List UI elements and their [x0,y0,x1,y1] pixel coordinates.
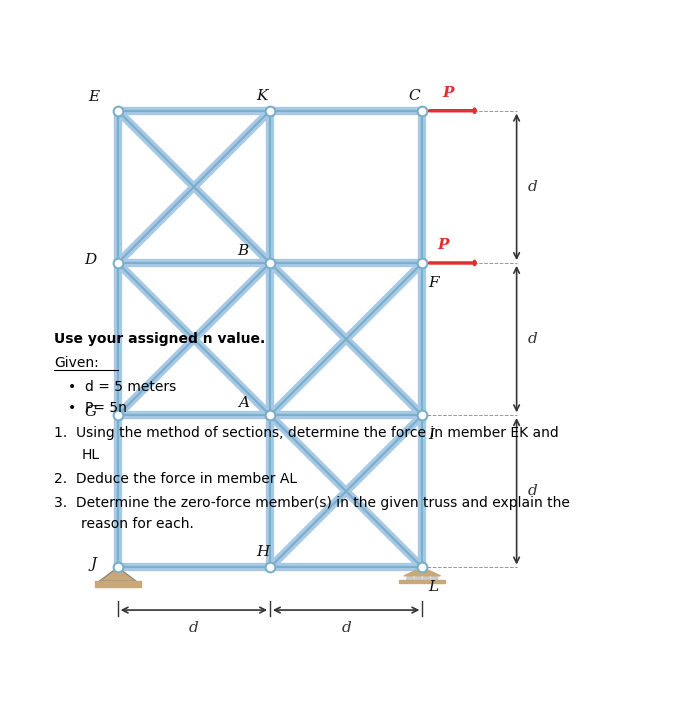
Bar [399,580,445,583]
Text: B: B [238,244,248,258]
Text: d: d [527,180,537,194]
Text: D: D [84,253,96,267]
Text: d: d [189,620,199,634]
Circle shape [423,576,430,583]
Polygon shape [404,567,441,576]
Text: Given:: Given: [54,356,99,370]
Text: I: I [429,428,435,442]
Bar [95,581,141,587]
Text: 3.  Determine the zero-force member(s) in the given truss and explain the: 3. Determine the zero-force member(s) in… [54,496,570,510]
Text: d: d [527,484,537,498]
Circle shape [415,576,422,583]
Text: HL: HL [81,448,100,462]
Circle shape [431,576,438,583]
Text: d: d [527,332,537,346]
Text: A: A [238,396,248,410]
Text: reason for each.: reason for each. [81,517,194,531]
Text: 2.  Deduce the force in member AL: 2. Deduce the force in member AL [54,472,297,486]
Text: E: E [89,90,100,104]
Text: Use your assigned n value.: Use your assigned n value. [54,332,265,346]
Polygon shape [100,567,136,581]
Text: d: d [341,620,351,634]
Text: G: G [85,405,96,419]
Text: J: J [90,557,96,571]
Text: H: H [256,545,269,559]
Text: •  d = 5 meters: • d = 5 meters [68,380,176,394]
Text: •  P= 5n: • P= 5n [68,402,127,416]
Text: F: F [429,275,439,290]
Text: L: L [429,580,439,594]
Text: K: K [257,88,268,102]
Text: P: P [437,238,449,252]
Text: C: C [409,88,420,102]
Text: P: P [442,86,454,100]
Circle shape [407,576,414,583]
Text: 1.  Using the method of sections, determine the force in member EK and: 1. Using the method of sections, determi… [54,426,559,440]
